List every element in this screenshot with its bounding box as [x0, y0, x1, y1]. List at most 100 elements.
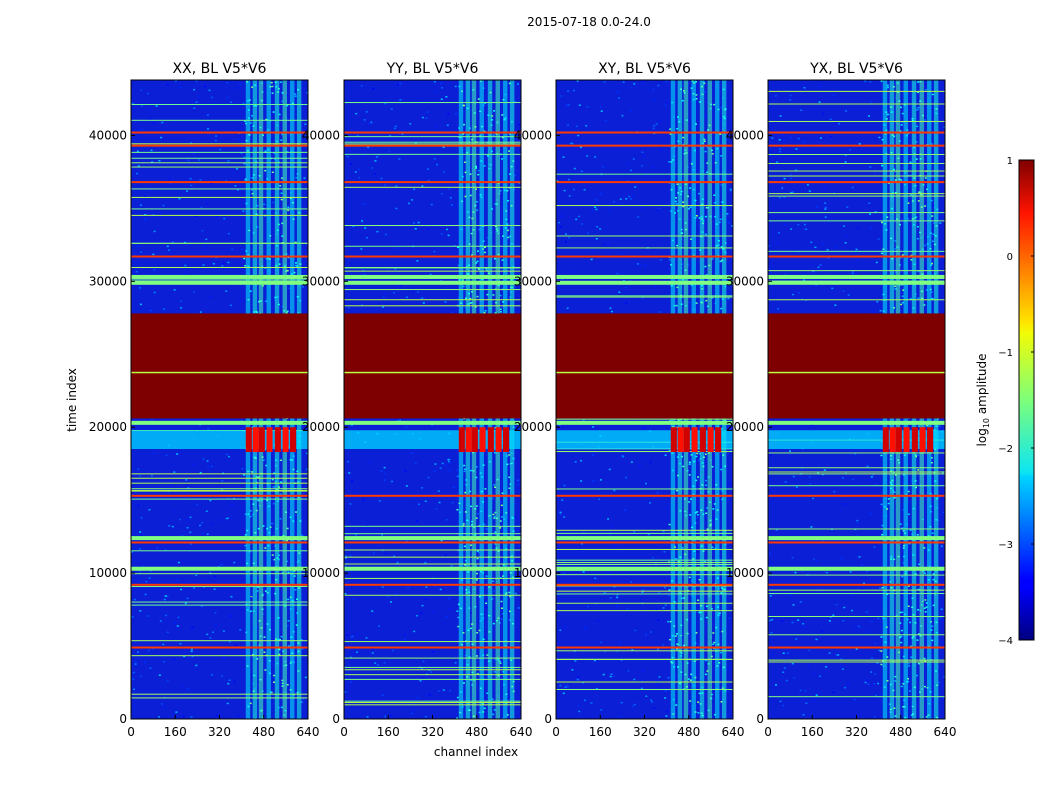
noise-pixel — [440, 539, 443, 542]
noise-pixel — [500, 607, 503, 609]
noise-pixel — [193, 88, 196, 91]
noise-pixel — [240, 152, 243, 154]
noise-pixel — [844, 686, 846, 689]
rfi-hot-cell — [927, 427, 934, 453]
noise-pixel — [917, 297, 920, 299]
noise-pixel — [816, 206, 818, 208]
noise-pixel — [695, 98, 698, 100]
rfi-row — [768, 589, 945, 591]
noise-pixel — [888, 572, 891, 574]
noise-pixel — [502, 613, 504, 615]
noise-pixel — [649, 461, 652, 464]
noise-pixel — [795, 638, 798, 640]
noise-pixel — [821, 243, 824, 246]
noise-pixel — [215, 215, 218, 218]
noise-pixel — [286, 539, 289, 542]
noise-pixel — [682, 201, 685, 203]
noise-pixel — [221, 480, 224, 482]
noise-pixel — [704, 659, 707, 662]
noise-pixel — [860, 564, 863, 566]
noise-pixel — [667, 677, 670, 679]
noise-pixel — [137, 504, 140, 507]
noise-pixel — [850, 593, 853, 596]
noise-pixel — [376, 664, 379, 666]
noise-pixel — [790, 228, 793, 230]
noise-pixel — [826, 248, 829, 251]
noise-pixel — [631, 705, 634, 708]
noise-pixel — [719, 260, 722, 263]
noise-pixel — [855, 628, 857, 631]
noise-pixel — [833, 94, 836, 97]
noise-pixel — [557, 110, 560, 113]
noise-pixel — [703, 138, 706, 141]
noise-pixel — [682, 279, 684, 281]
noise-pixel — [943, 126, 945, 128]
rfi-row — [556, 235, 733, 237]
noise-pixel — [263, 448, 266, 451]
noise-pixel — [602, 673, 605, 676]
rfi-row — [768, 154, 945, 156]
noise-pixel — [641, 297, 644, 299]
noise-pixel — [286, 151, 289, 153]
noise-pixel — [421, 297, 424, 299]
noise-pixel — [866, 570, 869, 573]
noise-pixel — [665, 506, 668, 509]
rfi-row — [131, 103, 308, 105]
rfi-row — [768, 120, 945, 122]
noise-pixel — [492, 134, 495, 136]
noise-pixel — [151, 161, 154, 163]
noise-pixel — [403, 639, 406, 641]
noise-pixel — [494, 511, 497, 514]
noise-pixel — [640, 687, 643, 690]
noise-pixel — [881, 587, 884, 589]
noise-pixel — [363, 119, 366, 121]
noise-pixel — [506, 229, 509, 232]
noise-pixel — [720, 467, 723, 470]
noise-pixel — [439, 467, 442, 469]
noise-pixel — [924, 660, 927, 662]
noise-pixel — [931, 93, 934, 96]
rfi-row — [556, 532, 733, 534]
noise-pixel — [457, 246, 460, 248]
saturated-block-gap — [556, 371, 733, 374]
noise-pixel — [251, 115, 253, 117]
rfi-hot-cell — [266, 427, 273, 453]
noise-pixel — [163, 308, 166, 310]
noise-pixel — [650, 699, 653, 701]
noise-pixel — [596, 226, 599, 228]
noise-pixel — [475, 505, 478, 507]
noise-pixel — [393, 127, 396, 129]
noise-pixel — [144, 218, 147, 220]
noise-pixel — [249, 91, 252, 94]
noise-pixel — [690, 580, 693, 582]
noise-pixel — [294, 95, 297, 97]
rfi-row — [344, 704, 521, 706]
noise-pixel — [769, 552, 771, 555]
rfi-row-orange — [556, 181, 733, 184]
noise-pixel — [441, 193, 444, 195]
noise-pixel — [249, 597, 252, 599]
x-tick-label: 640 — [510, 725, 533, 739]
noise-pixel — [350, 656, 353, 659]
heatmap — [556, 80, 733, 719]
noise-pixel — [629, 198, 632, 200]
noise-pixel — [823, 469, 826, 471]
y-tick-label: 10000 — [514, 566, 552, 580]
noise-pixel — [633, 703, 636, 706]
rfi-row — [131, 162, 308, 164]
noise-pixel — [943, 675, 945, 678]
noise-pixel — [138, 129, 140, 131]
noise-pixel — [607, 572, 610, 575]
noise-pixel — [508, 619, 511, 621]
noise-pixel — [582, 419, 585, 422]
noise-pixel — [225, 517, 228, 520]
noise-pixel — [134, 660, 137, 663]
noise-pixel — [711, 153, 714, 155]
noise-pixel — [909, 193, 912, 196]
noise-pixel — [887, 502, 890, 505]
noise-pixel — [698, 577, 701, 579]
rfi-row-orange — [556, 494, 733, 497]
noise-pixel — [802, 623, 805, 625]
noise-pixel — [924, 177, 927, 179]
noise-pixel — [251, 471, 254, 473]
